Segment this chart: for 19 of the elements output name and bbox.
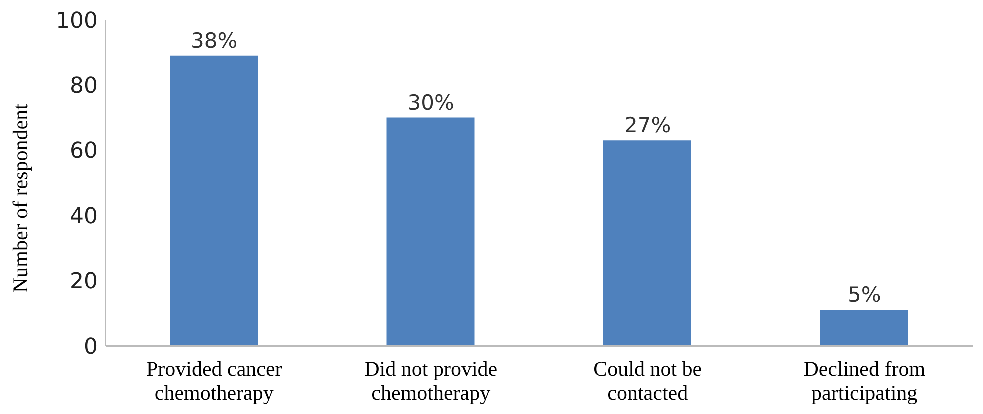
y-tick-label: 40 [70, 204, 98, 230]
y-tick-label: 20 [70, 270, 98, 295]
y-tick-label: 60 [70, 139, 98, 164]
bar [170, 56, 258, 346]
annotation: 27% [624, 114, 672, 138]
x-tick-label: Declined from participating [804, 357, 926, 405]
bar [386, 118, 475, 346]
annotation: 5% [848, 283, 882, 308]
x-tick-label: Could not be contacted [594, 357, 702, 405]
y-tick-label: 80 [70, 74, 98, 100]
y-tick-label: 100 [56, 8, 98, 34]
bar [820, 310, 908, 346]
x-tick-label: Provided cancer chemotherapy [146, 357, 282, 405]
x-tick-label: Did not provide chemotherapy [364, 357, 498, 405]
y-tick-label: 0 [84, 334, 98, 360]
bar [604, 140, 692, 346]
annotation: 30% [408, 90, 454, 115]
annotation: 38% [191, 28, 238, 53]
y-axis-title: Number of respondent [8, 104, 32, 293]
